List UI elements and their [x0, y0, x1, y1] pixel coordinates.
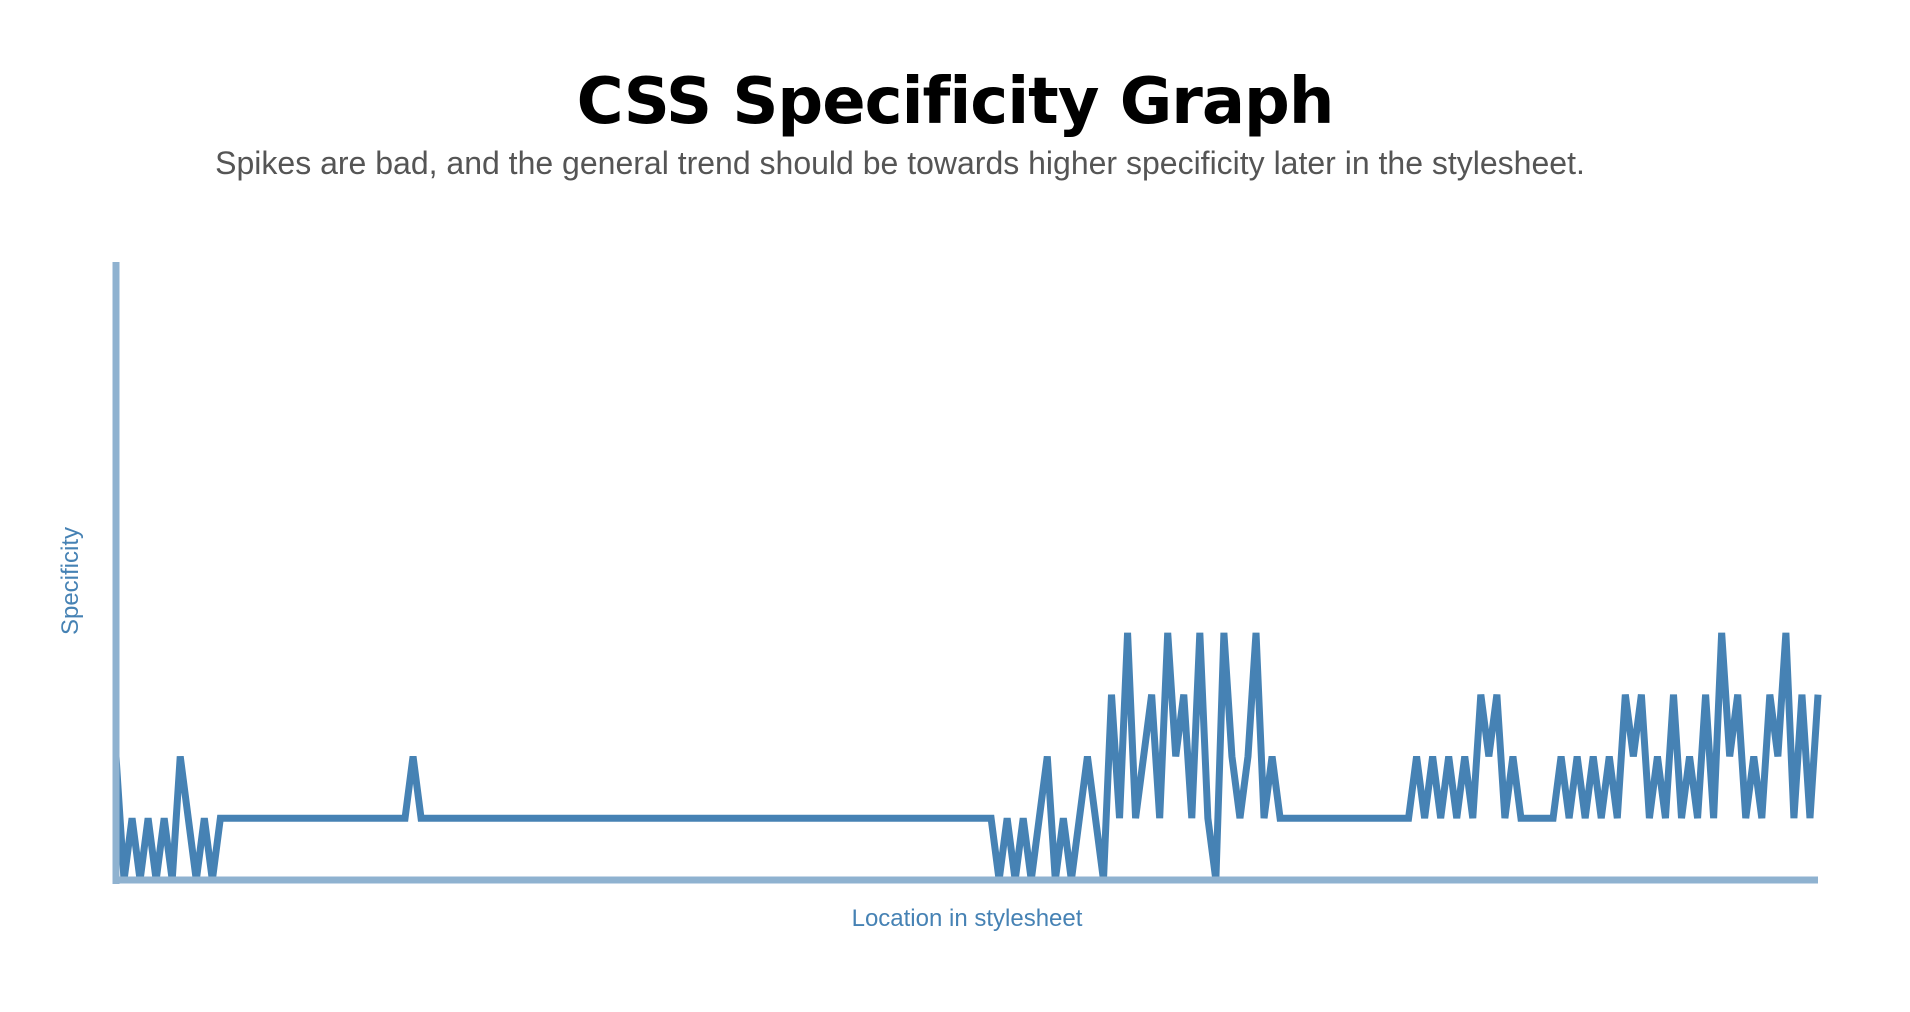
- plot-area: [112, 632, 1822, 881]
- page-title: CSS Specificity Graph: [576, 65, 1335, 139]
- page-subtitle: Spikes are bad, and the general trend sh…: [215, 145, 1585, 181]
- series-line-0: [112, 632, 1822, 881]
- y-axis-label: Specificity: [57, 527, 84, 635]
- x-axis-label: Location in stylesheet: [852, 905, 1083, 932]
